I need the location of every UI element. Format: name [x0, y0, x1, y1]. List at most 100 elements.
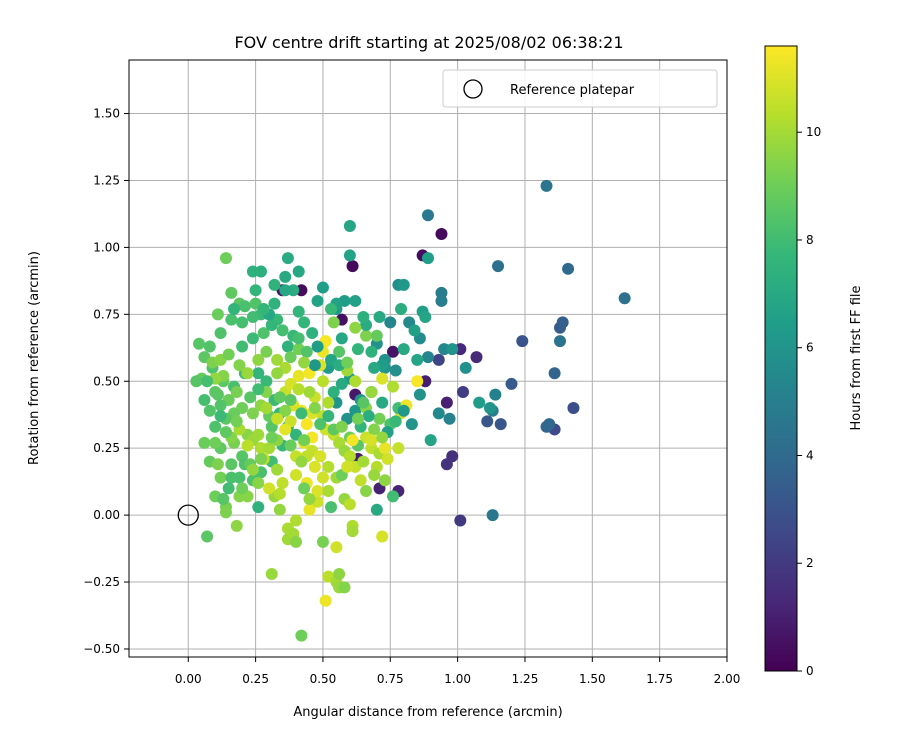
x-tick-label: 2.00	[714, 672, 741, 686]
data-point	[346, 434, 359, 447]
data-point	[384, 316, 397, 329]
data-point	[486, 509, 499, 522]
data-point	[246, 332, 259, 345]
data-point	[338, 581, 351, 594]
data-point	[376, 530, 389, 543]
data-point	[354, 474, 367, 487]
data-point	[308, 460, 321, 473]
data-point	[489, 388, 502, 401]
data-point	[333, 568, 346, 581]
data-point	[252, 501, 265, 514]
x-tick-label: 0.00	[175, 672, 202, 686]
reference-platepar-marker	[177, 504, 199, 526]
legend-box	[442, 69, 718, 108]
data-point	[454, 514, 467, 527]
data-point	[246, 311, 259, 324]
data-point	[284, 393, 297, 406]
data-point	[214, 410, 227, 423]
data-point	[219, 426, 232, 439]
data-point	[543, 418, 556, 431]
data-point	[492, 260, 505, 273]
plot-frame	[128, 59, 728, 658]
data-point	[281, 340, 294, 353]
data-point	[271, 412, 284, 425]
data-point	[254, 452, 267, 465]
legend: Reference platepar	[442, 69, 718, 108]
data-point	[252, 428, 265, 441]
data-point	[252, 353, 265, 366]
data-point	[368, 361, 381, 374]
data-point	[316, 375, 329, 388]
x-tick-label: 1.75	[646, 672, 673, 686]
data-point	[322, 396, 335, 409]
data-point	[386, 345, 399, 358]
data-point	[214, 327, 227, 340]
data-point	[292, 369, 305, 382]
y-tick-label: 0.00	[93, 508, 120, 522]
data-point	[271, 367, 284, 380]
y-tick-label: 0.25	[93, 441, 120, 455]
data-point	[303, 503, 316, 516]
data-point	[276, 324, 289, 337]
data-point	[306, 327, 319, 340]
data-point	[295, 407, 308, 420]
data-point	[349, 294, 362, 307]
data-point	[397, 404, 410, 417]
data-point	[408, 324, 421, 337]
data-point	[365, 434, 378, 447]
data-point	[279, 270, 292, 283]
data-point	[211, 458, 224, 471]
data-point	[392, 442, 405, 455]
data-point	[252, 383, 265, 396]
data-point	[308, 359, 321, 372]
y-tick-label: 1.25	[93, 173, 120, 187]
data-point	[378, 442, 391, 455]
data-point	[290, 468, 303, 481]
data-point	[228, 302, 241, 315]
data-point	[378, 474, 391, 487]
data-point	[219, 506, 232, 519]
colorbar-tick-label: 4	[806, 448, 814, 462]
x-tick-label: 1.50	[579, 672, 606, 686]
data-point	[459, 361, 472, 374]
y-tick-label: −0.50	[83, 642, 120, 656]
y-axis-ticks: −0.50 −0.25 0.00 0.25 0.50 0.75 1.00 1.25 1.50	[83, 107, 129, 656]
data-point	[300, 418, 313, 431]
data-point	[292, 305, 305, 318]
data-point	[562, 262, 575, 275]
data-point	[494, 418, 507, 431]
data-point	[236, 316, 249, 329]
data-point	[424, 434, 437, 447]
colorbar	[764, 45, 798, 672]
data-point	[357, 396, 370, 409]
data-point	[303, 385, 316, 398]
data-point	[230, 385, 243, 398]
x-axis-ticks: 0.00 0.25 0.50 0.75 1.00 1.25 1.50 1.75 2.00	[175, 657, 740, 686]
data-point	[284, 439, 297, 452]
data-point	[222, 348, 235, 361]
data-point	[249, 284, 262, 297]
colorbar-tick-label: 8	[806, 233, 814, 247]
data-point	[422, 351, 434, 364]
data-point	[389, 415, 402, 428]
y-tick-label: −0.25	[83, 575, 120, 589]
data-point	[316, 535, 329, 548]
data-point	[292, 265, 305, 278]
data-point	[330, 541, 343, 554]
data-point	[217, 493, 230, 506]
data-point	[279, 284, 292, 297]
data-point	[341, 460, 354, 473]
data-point	[373, 311, 386, 324]
data-point	[252, 476, 265, 489]
data-point	[443, 412, 456, 425]
data-point	[308, 402, 321, 415]
data-point	[322, 410, 335, 423]
data-point	[300, 345, 313, 358]
data-point	[397, 278, 410, 291]
data-point	[440, 458, 453, 471]
data-point	[298, 316, 311, 329]
data-point	[203, 340, 216, 353]
data-point	[327, 316, 340, 329]
colorbar-tick-label: 0	[806, 664, 814, 678]
